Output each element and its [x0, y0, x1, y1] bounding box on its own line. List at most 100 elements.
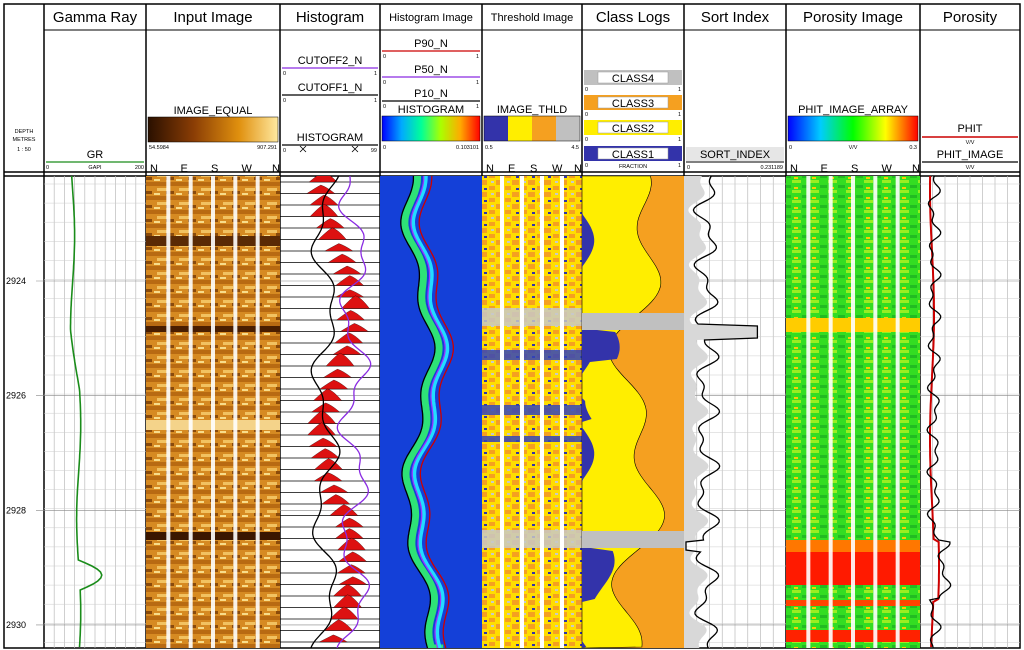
pad-gap — [895, 176, 900, 648]
pad-gap — [873, 176, 878, 648]
class-legend-min: 0 — [585, 87, 588, 93]
histogram-peak — [338, 576, 368, 585]
azimuth-label-n: N — [486, 163, 494, 175]
sort-index-fill — [684, 176, 758, 648]
threshold-legend-frame — [483, 115, 581, 142]
phit-label[interactable]: PHIT — [957, 123, 982, 135]
hist-img-curve-label[interactable]: P90_N — [414, 38, 448, 50]
pad-gap — [520, 176, 524, 648]
histogram-max: 99 — [371, 148, 377, 154]
class-legend-max: 1 — [678, 163, 681, 169]
phit-image-array-label[interactable]: PHIT_IMAGE_ARRAY — [798, 104, 908, 116]
cutoff1-label[interactable]: CUTOFF1_N — [298, 82, 363, 94]
track-title-histogram_image[interactable]: Histogram Image — [389, 12, 473, 24]
class-legend-label[interactable]: CLASS4 — [612, 73, 654, 85]
gr-curve-label[interactable]: GR — [87, 149, 104, 161]
histogram-peak — [307, 410, 337, 424]
histogram-curve-label[interactable]: HISTOGRAM — [297, 132, 363, 144]
depth-tick-label: 2928 — [6, 505, 26, 515]
histogram-peak — [334, 528, 364, 539]
phit-image-min: 0 — [789, 145, 792, 151]
hist-img-min: 0 — [383, 145, 386, 151]
cutoff1-curve — [310, 176, 341, 648]
azimuth-label-e: E — [181, 163, 188, 175]
histogram-peak — [321, 494, 351, 505]
threshold-legend-block — [484, 116, 508, 141]
histogram-peak — [336, 310, 365, 321]
track-title-histogram[interactable]: Histogram — [296, 9, 364, 26]
hist-img-curve-min: 0 — [383, 104, 386, 110]
histogram-peak — [322, 368, 352, 378]
class-legend-max: 1 — [678, 87, 681, 93]
cutoff1-max: 1 — [374, 98, 377, 104]
class4-fill — [582, 531, 684, 548]
sort-index-swatch — [686, 147, 784, 161]
p90-curve — [418, 176, 454, 648]
track-title-sort_index[interactable]: Sort Index — [701, 9, 770, 26]
histogram-peak — [334, 517, 364, 528]
azimuth-label-w: W — [882, 163, 893, 175]
hist-img-histogram-label[interactable]: HISTOGRAM — [398, 104, 464, 116]
histogram-peak — [335, 289, 365, 298]
hist-image-band-cyan — [410, 176, 450, 648]
pad-gap — [188, 176, 193, 648]
cutoff2-max: 1 — [374, 71, 377, 77]
track-title-porosity[interactable]: Porosity — [943, 9, 998, 26]
histogram-peak — [310, 448, 340, 459]
image-thld-min: 0.5 — [485, 145, 493, 151]
pad-gap — [540, 176, 544, 648]
sort-index-min: 0 — [687, 165, 690, 171]
class4-fill — [582, 313, 684, 330]
phit-curve — [929, 176, 940, 648]
depth-scale: 1 : 50 — [17, 147, 31, 153]
pad-gap — [560, 176, 564, 648]
azimuth-label-w: W — [552, 163, 563, 175]
histogram-peak — [311, 402, 340, 413]
histogram-peak — [333, 584, 362, 597]
track-title-porosity_image[interactable]: Porosity Image — [803, 9, 903, 26]
phit-image-curve — [926, 176, 952, 648]
class-legend-box — [597, 96, 669, 109]
image-thld-label[interactable]: IMAGE_THLD — [497, 104, 567, 116]
track-title-gamma_ray[interactable]: Gamma Ray — [53, 9, 138, 26]
azimuth-label-s: S — [211, 163, 218, 175]
pad-gap — [500, 176, 504, 648]
histogram-peak — [341, 295, 370, 309]
pad-gap — [806, 176, 811, 648]
histogram-peak — [308, 176, 338, 183]
track-title-threshold_image[interactable]: Threshold Image — [491, 12, 574, 24]
histogram-peak — [332, 265, 362, 275]
class-legend-label[interactable]: CLASS2 — [612, 123, 654, 135]
sort-index-label[interactable]: SORT_INDEX — [700, 149, 771, 161]
track-title-class_logs[interactable]: Class Logs — [596, 9, 670, 26]
phit-image-curve-label[interactable]: PHIT_IMAGE — [937, 149, 1004, 161]
track-title-input_image[interactable]: Input Image — [173, 9, 252, 26]
pad-gap — [211, 176, 215, 648]
threshold-band — [482, 530, 582, 548]
azimuth-label-w: W — [242, 163, 253, 175]
class-legend-label[interactable]: CLASS3 — [612, 98, 654, 110]
log-body[interactable]: 2924 2926 2928 2930 — [6, 172, 1020, 648]
phit-image-unit2: V/V — [966, 165, 975, 171]
histogram-peak — [336, 564, 366, 574]
histogram-peak — [307, 422, 336, 436]
threshold-legend-block — [508, 116, 532, 141]
histogram-peak — [314, 458, 343, 470]
histogram-peak — [319, 379, 349, 390]
image-equal-label[interactable]: IMAGE_EQUAL — [174, 105, 253, 117]
pad-gap — [828, 176, 833, 648]
histogram-peak — [329, 504, 359, 516]
azimuth-label-n: N — [150, 163, 158, 175]
azimuth-label-e: E — [508, 163, 515, 175]
histogram-min: 0 — [283, 148, 286, 154]
hist-img-curve-min: 0 — [383, 54, 386, 60]
gr-curve-min: 0 — [46, 165, 49, 171]
cutoff2-label[interactable]: CUTOFF2_N — [298, 55, 363, 67]
hist-img-curve-label[interactable]: P50_N — [414, 64, 448, 76]
gr-curve-unit: GAPI — [88, 165, 102, 171]
depth-tick-label: 2930 — [6, 620, 26, 630]
azimuth-label-s: S — [530, 163, 537, 175]
hist-img-curve-label[interactable]: P10_N — [414, 88, 448, 100]
class-legend-label[interactable]: CLASS1 — [612, 149, 654, 161]
